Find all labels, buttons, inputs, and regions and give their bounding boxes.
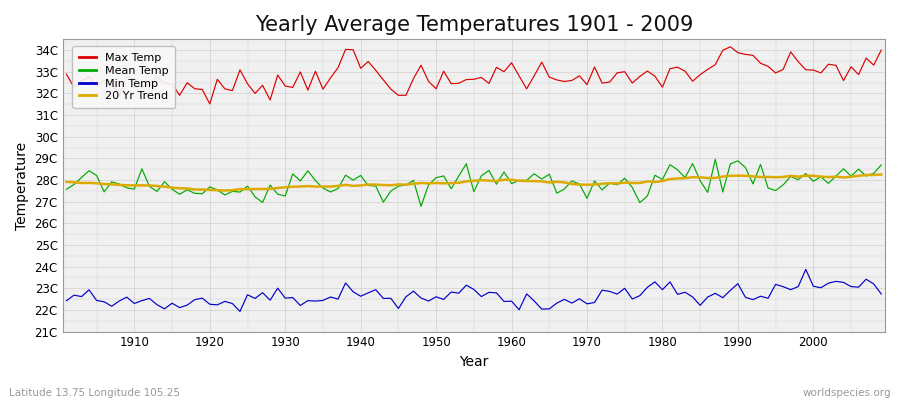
X-axis label: Year: Year (459, 355, 489, 369)
Text: Latitude 13.75 Longitude 105.25: Latitude 13.75 Longitude 105.25 (9, 388, 180, 398)
Y-axis label: Temperature: Temperature (15, 141, 29, 230)
Legend: Max Temp, Mean Temp, Min Temp, 20 Yr Trend: Max Temp, Mean Temp, Min Temp, 20 Yr Tre… (72, 46, 175, 108)
Text: worldspecies.org: worldspecies.org (803, 388, 891, 398)
Title: Yearly Average Temperatures 1901 - 2009: Yearly Average Temperatures 1901 - 2009 (255, 15, 693, 35)
